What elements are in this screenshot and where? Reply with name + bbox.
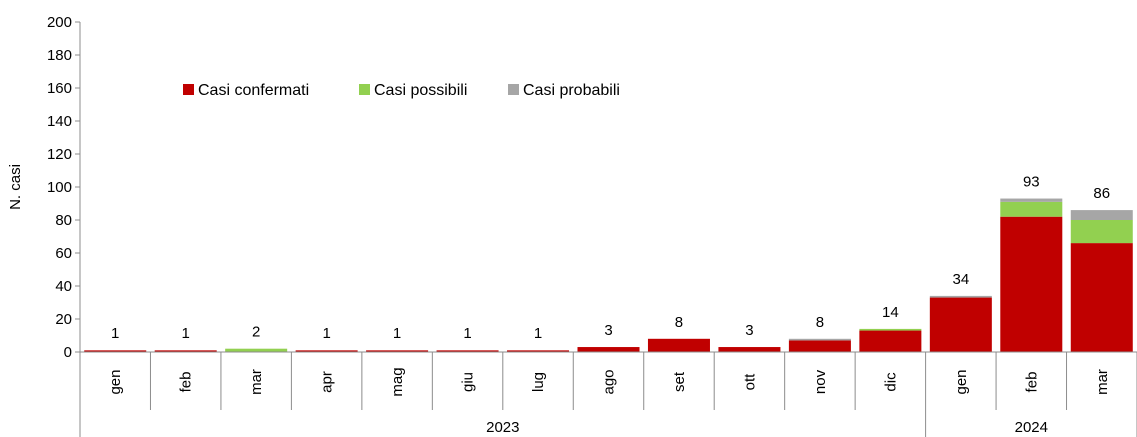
y-tick-label: 160 [47,80,72,97]
bar-segment [436,350,499,352]
bar-segment [1000,216,1063,352]
total-label: 3 [745,322,753,339]
y-tick-label: 80 [55,212,72,229]
y-axis-label: N. casi [7,164,24,210]
x-tick-label: gen [953,369,970,394]
bar-segment [1000,198,1063,202]
x-tick-label: mar [248,369,265,395]
x-tick-label: set [671,371,688,392]
bar-segment [788,338,851,341]
x-tick-label: lug [530,372,547,392]
bar-segment [366,350,429,352]
bar-segment [154,350,217,352]
x-tick-label: gen [107,369,124,394]
bar-segment [507,350,570,352]
x-tick-label: apr [319,371,336,393]
bar-segment [1070,243,1133,352]
total-label: 1 [534,325,542,342]
bar-segment [225,348,288,352]
total-label: 1 [111,325,119,342]
total-label: 1 [393,325,401,342]
legend: Casi confermati Casi possibili Casi probab… [183,82,620,99]
x-tick-label: ott [741,373,758,391]
x-tick-label: feb [178,372,195,393]
y-axis: 0 20 40 60 80 100 120 140 160 180 200 [47,14,81,361]
bars [84,198,1133,352]
total-label: 1 [463,325,471,342]
total-label: 2 [252,324,260,341]
legend-label: Casi possibili [374,82,467,99]
legend-swatch [183,84,194,95]
bar-segment [1070,210,1133,220]
x-tick-label: feb [1023,372,1040,393]
legend-swatch [359,84,370,95]
bar-segment [1000,201,1063,217]
y-tick-label: 140 [47,113,72,130]
total-label: 86 [1093,185,1110,202]
legend-swatch [508,84,519,95]
x-tick-label: giu [460,372,477,392]
y-tick-label: 0 [64,344,72,361]
legend-label: Casi confermati [198,82,309,99]
year-group-label: 2023 [486,419,519,436]
total-label: 1 [182,325,190,342]
bar-segment [859,328,922,331]
x-tick-label: mar [1094,369,1111,395]
y-tick-label: 200 [47,14,72,31]
bar-segment [718,347,781,352]
y-tick-label: 100 [47,179,72,196]
year-group-label: 2024 [1015,419,1048,436]
bar-segment [929,297,992,352]
y-tick-label: 40 [55,278,72,295]
total-label: 1 [322,325,330,342]
total-label: 8 [816,314,824,331]
bar-segment [1070,220,1133,244]
total-label: 3 [604,322,612,339]
total-label: 93 [1023,174,1040,191]
bar-segment [859,330,922,352]
y-tick-label: 180 [47,47,72,64]
bar-segment [84,350,147,352]
total-label: 14 [882,304,899,321]
x-tick-label: dic [882,372,899,392]
x-tick-label: ago [601,369,618,394]
bar-segment [577,347,640,352]
bar-segment [788,340,851,352]
bar-segment [647,338,710,352]
y-tick-label: 20 [55,311,72,328]
y-tick-label: 60 [55,245,72,262]
x-tick-label: mag [389,367,406,396]
y-tick-label: 120 [47,146,72,163]
total-label: 8 [675,314,683,331]
x-axis: gen feb mar apr mag giu lug ago set ott nov dic gen f… [79,351,1137,437]
bar-segment [295,350,358,352]
legend-label: Casi probabili [523,82,620,99]
x-tick-label: nov [812,369,829,394]
total-label: 34 [952,271,969,288]
bar-segment [929,295,992,298]
